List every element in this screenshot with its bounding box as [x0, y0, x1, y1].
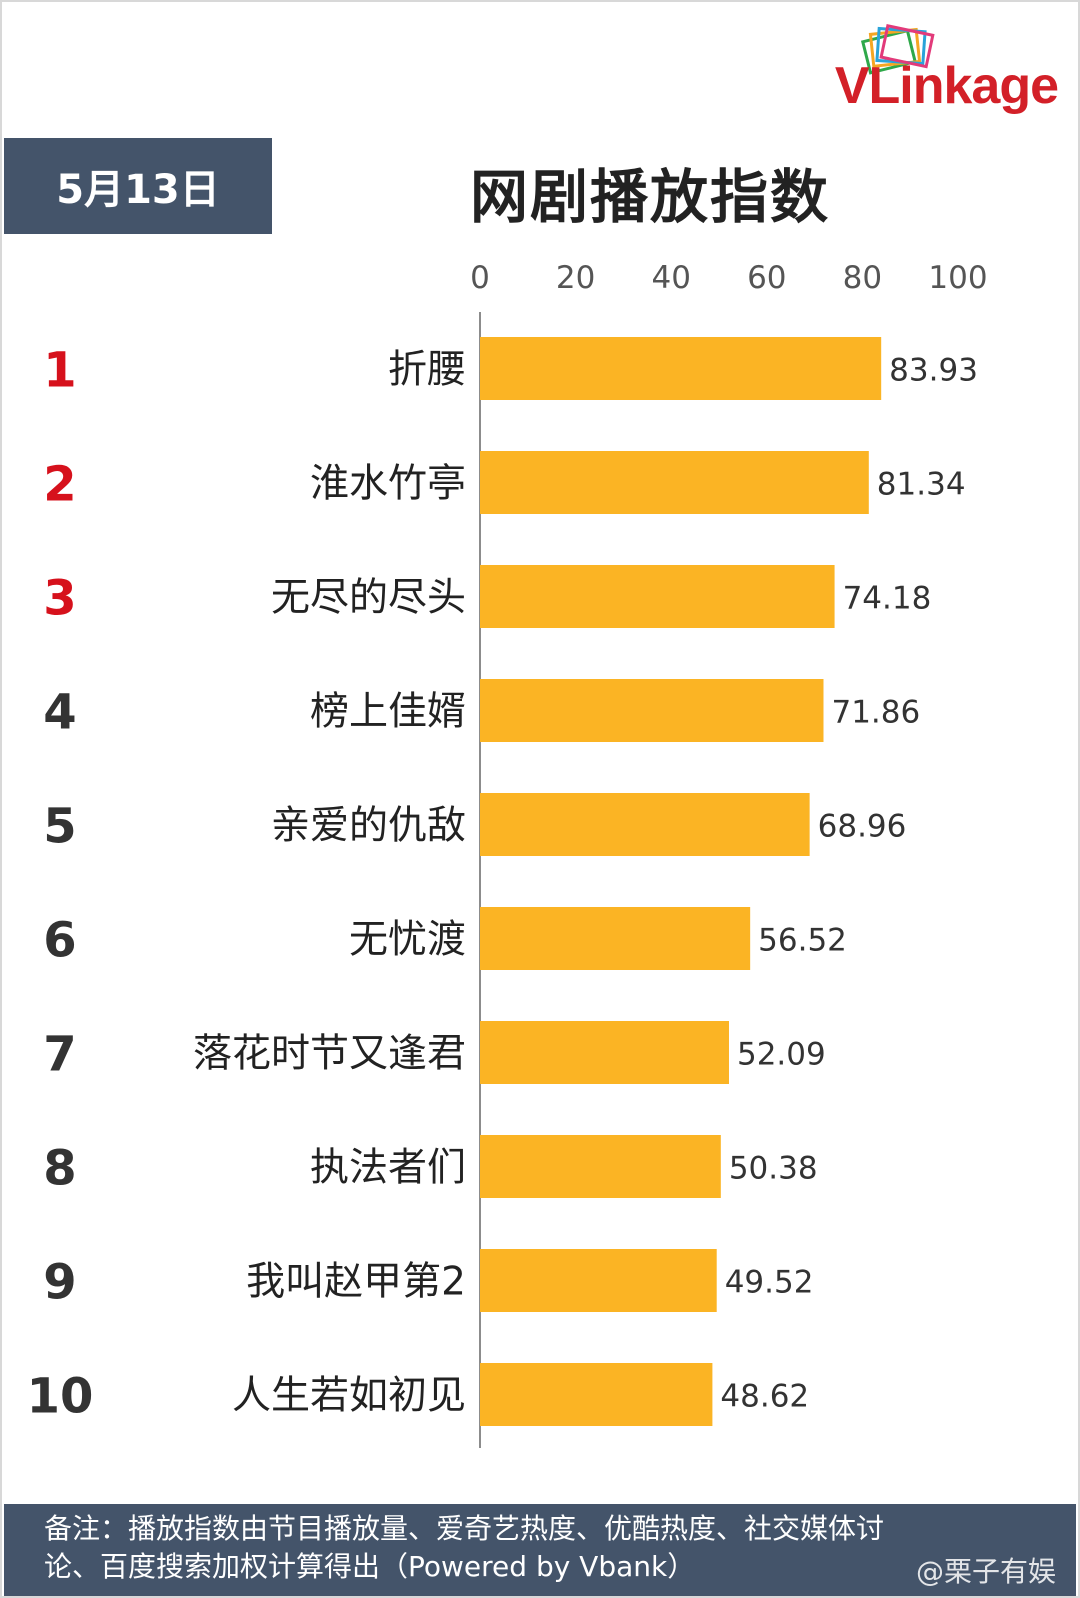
- data-label: 52.09: [737, 1037, 826, 1073]
- data-label: 48.62: [720, 1379, 809, 1415]
- category-label: 榜上佳婿: [310, 690, 466, 735]
- rank-number: 9: [43, 1255, 76, 1311]
- x-tick-label: 80: [843, 260, 882, 296]
- weibo-watermark: @栗子有娱: [915, 1555, 1056, 1588]
- data-label: 49.52: [725, 1265, 814, 1301]
- bar: [480, 679, 824, 742]
- category-label: 折腰: [388, 348, 466, 393]
- date-label: 5月13日: [4, 138, 272, 234]
- rank-number: 6: [43, 913, 76, 969]
- vlinkage-logo: VLinkage: [798, 22, 1059, 122]
- rank-number: 3: [43, 571, 76, 627]
- data-label: 50.38: [729, 1151, 818, 1187]
- x-tick-label: 100: [928, 260, 987, 296]
- x-tick-label: 40: [651, 260, 690, 296]
- data-label: 81.34: [877, 467, 966, 503]
- footnote-line-1: 备注：播放指数由节目播放量、爱奇艺热度、优酷热度、社交媒体讨: [44, 1512, 885, 1545]
- category-label: 我叫赵甲第2: [246, 1260, 466, 1305]
- data-label: 83.93: [889, 353, 978, 389]
- bar: [480, 565, 835, 628]
- data-label: 68.96: [818, 809, 907, 845]
- x-tick-label: 60: [747, 260, 786, 296]
- footnote: 备注：播放指数由节目播放量、爱奇艺热度、优酷热度、社交媒体讨 论、百度搜索加权计…: [4, 1504, 1076, 1596]
- category-label: 淮水竹亭: [310, 462, 466, 507]
- rank-number: 4: [43, 685, 76, 741]
- x-tick-label: 20: [556, 260, 595, 296]
- bar: [480, 1021, 729, 1084]
- bar: [480, 1135, 721, 1198]
- cards-icon: [860, 23, 935, 75]
- category-label: 无尽的尽头: [271, 576, 466, 621]
- rank-number: 8: [43, 1141, 76, 1197]
- x-tick-label: 0: [470, 260, 490, 296]
- bar: [480, 793, 810, 856]
- category-label: 执法者们: [310, 1146, 466, 1191]
- category-label: 亲爱的仇敌: [271, 804, 466, 849]
- data-label: 71.86: [831, 695, 920, 731]
- bar: [480, 1363, 713, 1426]
- category-label: 落花时节又逢君: [193, 1032, 466, 1077]
- rank-number: 7: [43, 1027, 76, 1083]
- rank-number: 2: [43, 457, 76, 513]
- bar: [480, 907, 751, 970]
- footnote-line-2: 论、百度搜索加权计算得出（Powered by Vbank）: [44, 1550, 696, 1583]
- bar: [480, 337, 882, 400]
- category-label: 人生若如初见: [232, 1374, 466, 1419]
- category-label: 无忧渡: [349, 918, 466, 963]
- rank-number: 1: [43, 343, 76, 399]
- chart-title: 网剧播放指数: [470, 163, 831, 231]
- rank-number: 5: [43, 799, 76, 855]
- bar: [480, 451, 869, 514]
- rank-number: 10: [27, 1369, 94, 1425]
- bar: [480, 1249, 717, 1312]
- logo-text: VLinkage: [834, 57, 1059, 115]
- data-label: 74.18: [843, 581, 932, 617]
- data-label: 56.52: [758, 923, 847, 959]
